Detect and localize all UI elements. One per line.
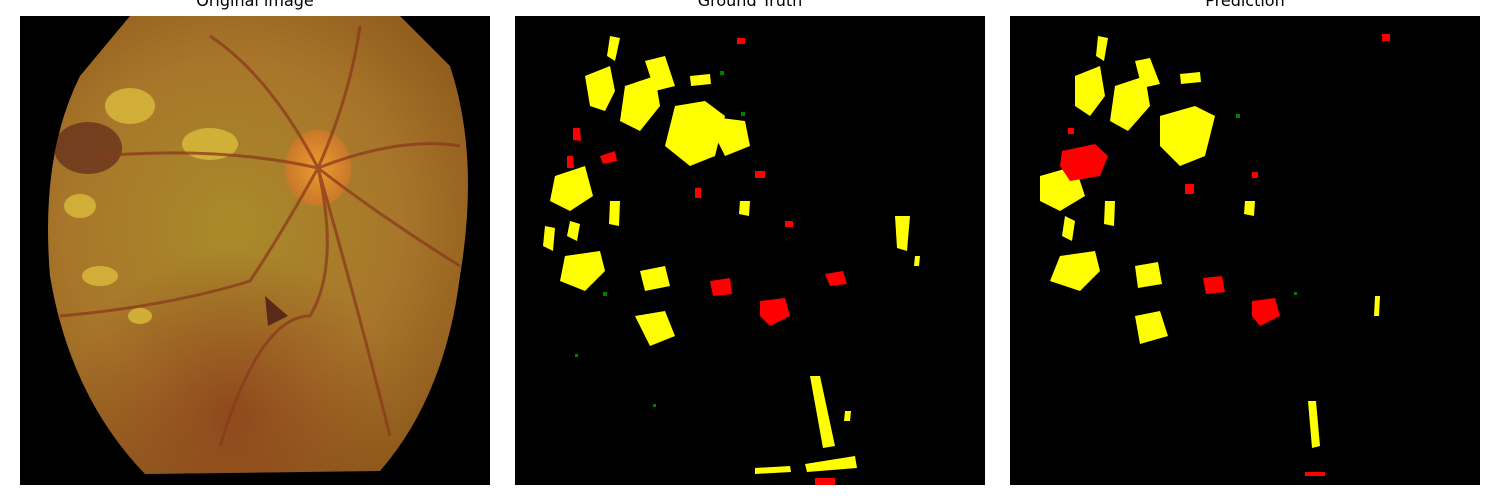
- original-image-panel: [20, 16, 490, 485]
- original-image-title: Original image: [196, 0, 314, 10]
- prediction-title: Prediction: [1205, 0, 1285, 10]
- prediction-panel: [1010, 16, 1480, 485]
- ground-truth-panel: [515, 16, 985, 485]
- ground-truth-mask: [515, 16, 985, 485]
- hemorrhage-regions: [1060, 34, 1390, 476]
- ground-truth-title: Ground Truth: [697, 0, 803, 10]
- fundus-image: [20, 16, 490, 485]
- prediction-mask: [1010, 16, 1480, 485]
- exudate-regions: [1040, 36, 1380, 448]
- microaneurysm-regions: [1236, 114, 1297, 295]
- exudate-regions: [543, 36, 920, 474]
- hemorrhage-regions: [567, 38, 847, 485]
- microaneurysm-regions: [575, 71, 745, 407]
